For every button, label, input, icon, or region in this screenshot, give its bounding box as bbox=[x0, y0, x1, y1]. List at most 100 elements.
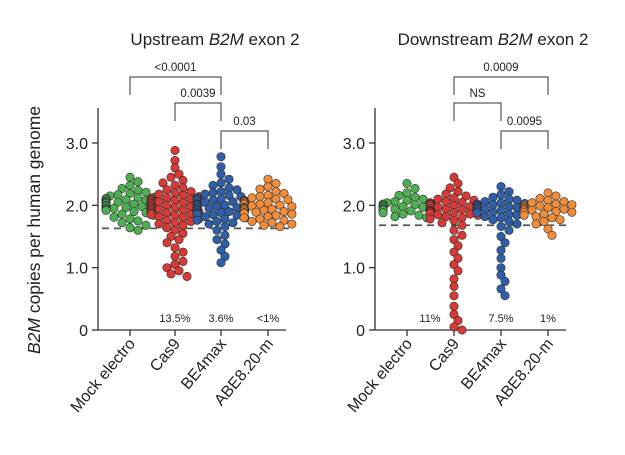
upstream-data-point-cas9 bbox=[170, 210, 180, 220]
upstream-data-point-mock-electro bbox=[133, 216, 143, 226]
upstream-data-point-cas9 bbox=[166, 172, 176, 182]
upstream-data-point-cas9 bbox=[158, 178, 168, 188]
downstream-data-point-be4max bbox=[472, 208, 482, 218]
upstream-data-point-cas9 bbox=[162, 215, 172, 225]
upstream-data-point-cas9 bbox=[170, 243, 180, 253]
downstream-y-tick-label: 3.0 bbox=[343, 136, 365, 153]
downstream-data-point-abe8-20-m bbox=[519, 210, 529, 220]
downstream-title-post: exon 2 bbox=[533, 30, 589, 49]
upstream-data-point-cas9 bbox=[178, 247, 188, 257]
upstream-data-point-cas9 bbox=[178, 213, 188, 223]
downstream-p-value-label: 0.0009 bbox=[483, 62, 518, 74]
upstream-data-point-abe8-20-m bbox=[275, 200, 285, 210]
downstream-data-point-abe8-20-m bbox=[567, 207, 577, 217]
downstream-data-point-cas9 bbox=[457, 205, 467, 215]
downstream-data-point-abe8-20-m bbox=[559, 197, 569, 207]
upstream-data-point-abe8-20-m bbox=[247, 193, 257, 203]
upstream-data-point-mock-electro bbox=[125, 172, 135, 182]
downstream-data-point-cas9 bbox=[453, 253, 463, 263]
downstream-data-point-abe8-20-m bbox=[531, 219, 541, 229]
upstream-title-gene: B2M bbox=[209, 30, 245, 49]
upstream-data-point-be4max bbox=[220, 214, 230, 224]
downstream-title-pre: Downstream bbox=[398, 30, 498, 49]
upstream-data-point-abe8-20-m bbox=[275, 222, 285, 232]
downstream-percent-label-mock-electro: 11% bbox=[419, 313, 440, 325]
upstream-data-point-be4max bbox=[220, 230, 230, 240]
downstream-data-point-cas9 bbox=[449, 281, 459, 291]
upstream-data-point-cas9 bbox=[186, 187, 196, 197]
downstream-data-point-cas9 bbox=[457, 213, 467, 223]
downstream-data-point-abe8-20-m bbox=[551, 191, 561, 201]
upstream-data-point-cas9 bbox=[170, 251, 180, 261]
downstream-data-point-be4max bbox=[496, 253, 506, 263]
downstream-percent-label-abe8-20-m: 1% bbox=[540, 313, 556, 325]
downstream-data-point-mock-electro bbox=[398, 202, 408, 212]
upstream-y-tick-label: 2.0 bbox=[66, 198, 88, 215]
upstream-data-point-be4max bbox=[212, 225, 222, 235]
downstream-data-point-abe8-20-m bbox=[535, 201, 545, 211]
upstream-data-point-abe8-20-m bbox=[283, 195, 293, 205]
downstream-data-point-be4max bbox=[500, 291, 510, 301]
downstream-data-point-be4max bbox=[504, 217, 514, 227]
upstream-y-tick-label: 0 bbox=[79, 323, 88, 340]
upstream-data-point-mock-electro bbox=[129, 207, 139, 217]
downstream-data-point-be4max bbox=[480, 197, 490, 207]
upstream-data-point-be4max bbox=[216, 152, 226, 162]
downstream-data-point-be4max bbox=[496, 213, 506, 223]
downstream-data-point-be4max bbox=[504, 225, 514, 235]
upstream-title: Upstream B2M exon 2 bbox=[130, 30, 299, 49]
upstream-data-point-abe8-20-m bbox=[259, 220, 269, 230]
upstream-data-point-abe8-20-m bbox=[247, 217, 257, 227]
downstream-data-point-mock-electro bbox=[390, 197, 400, 207]
upstream-data-point-abe8-20-m bbox=[267, 218, 277, 228]
upstream-data-point-cas9 bbox=[154, 204, 164, 214]
upstream-data-point-abe8-20-m bbox=[255, 184, 265, 194]
downstream-data-point-cas9 bbox=[425, 214, 435, 224]
downstream-data-point-abe8-20-m bbox=[555, 215, 565, 225]
downstream-data-point-mock-electro bbox=[406, 206, 416, 216]
upstream-data-point-mock-electro bbox=[133, 177, 143, 187]
downstream-data-point-be4max bbox=[496, 182, 506, 192]
downstream-data-point-cas9 bbox=[453, 179, 463, 189]
upstream-data-point-cas9 bbox=[154, 197, 164, 207]
downstream-title-gene: B2M bbox=[498, 30, 534, 49]
upstream-data-point-mock-electro bbox=[125, 214, 135, 224]
downstream-data-point-mock-electro bbox=[402, 179, 412, 189]
downstream-data-point-mock-electro bbox=[390, 212, 400, 222]
upstream-data-point-be4max bbox=[216, 258, 226, 268]
downstream-p-value-label: NS bbox=[470, 88, 486, 100]
upstream-data-point-be4max bbox=[220, 251, 230, 261]
downstream-data-point-be4max bbox=[512, 219, 522, 229]
downstream-data-point-cas9 bbox=[457, 197, 467, 207]
upstream-data-point-be4max bbox=[212, 235, 222, 245]
downstream-data-point-cas9 bbox=[433, 210, 443, 220]
upstream-data-point-cas9 bbox=[170, 180, 180, 190]
downstream-p-value-label: 0.0095 bbox=[507, 116, 542, 128]
upstream-significance-bracket bbox=[220, 130, 269, 149]
downstream-data-point-cas9 bbox=[457, 325, 467, 335]
upstream-data-point-cas9 bbox=[162, 200, 172, 210]
downstream-data-point-be4max bbox=[488, 207, 498, 217]
downstream-data-point-abe8-20-m bbox=[539, 217, 549, 227]
downstream-data-point-mock-electro bbox=[398, 209, 408, 219]
downstream-data-point-abe8-20-m bbox=[543, 203, 553, 213]
upstream-data-point-mock-electro bbox=[129, 199, 139, 209]
downstream-data-point-abe8-20-m bbox=[547, 230, 557, 240]
downstream-data-point-cas9 bbox=[441, 204, 451, 214]
upstream-data-point-cas9 bbox=[170, 146, 180, 156]
upstream-data-point-abe8-20-m bbox=[239, 213, 249, 223]
upstream-data-point-abe8-20-m bbox=[255, 214, 265, 224]
downstream-significance-bracket bbox=[500, 130, 549, 149]
downstream-data-point-be4max bbox=[488, 200, 498, 210]
upstream-data-point-cas9 bbox=[174, 235, 184, 245]
upstream-data-point-cas9 bbox=[154, 219, 164, 229]
upstream-data-point-mock-electro bbox=[109, 203, 119, 213]
downstream-percent-label-be4max: 7.5% bbox=[488, 313, 513, 325]
upstream-data-point-be4max bbox=[220, 222, 230, 232]
downstream-data-point-cas9 bbox=[449, 291, 459, 301]
downstream-category-label-cas9: Cas9 bbox=[426, 336, 463, 376]
downstream-title: Downstream B2M exon 2 bbox=[398, 30, 589, 49]
downstream-data-point-abe8-20-m bbox=[551, 199, 561, 209]
upstream-significance-bracket bbox=[174, 102, 222, 121]
